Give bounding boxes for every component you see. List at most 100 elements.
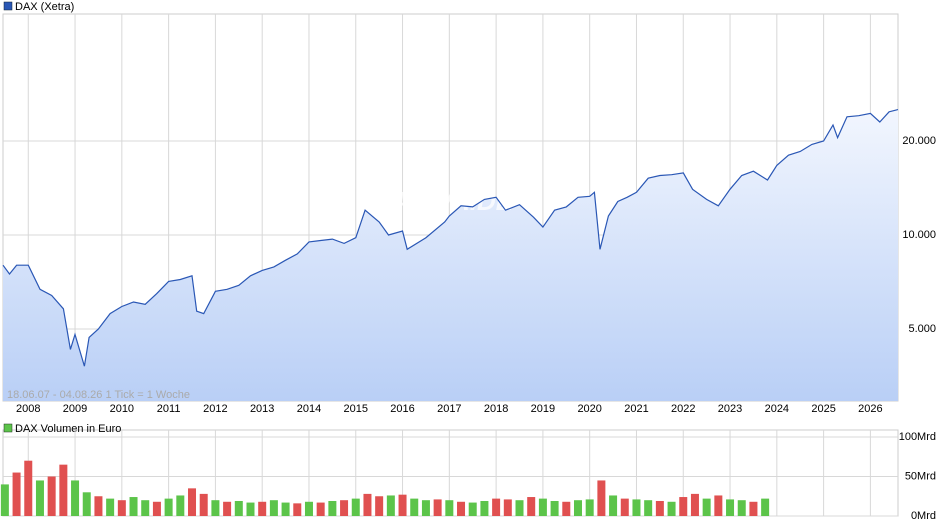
volume-bar	[597, 480, 606, 516]
volume-bar	[281, 502, 290, 516]
x-tick-label: 2024	[765, 403, 789, 415]
volume-bar	[59, 464, 68, 516]
volume-bar	[47, 476, 56, 516]
volume-bar	[468, 502, 477, 516]
x-tick-label: 2014	[297, 403, 321, 415]
y-tick-label: 100Mrd	[899, 431, 936, 443]
volume-bar	[12, 472, 21, 516]
volume-bar	[749, 501, 758, 516]
volume-bar	[223, 501, 232, 516]
x-tick-label: 2026	[858, 403, 882, 415]
volume-bar	[480, 500, 489, 516]
volume-bar	[164, 498, 173, 516]
volume-bar	[573, 500, 582, 516]
volume-bar	[492, 498, 501, 516]
volume-bar	[714, 495, 723, 516]
volume-bar	[410, 498, 419, 516]
volume-bar	[82, 492, 91, 516]
volume-bar	[129, 497, 138, 516]
volume-bar	[398, 494, 407, 516]
volume-bar	[421, 500, 430, 516]
volume-bar	[340, 500, 349, 516]
area	[3, 109, 898, 401]
x-tick-label: 2018	[484, 403, 508, 415]
volume-bar	[375, 496, 384, 516]
y-tick-label: 0Mrd	[911, 510, 936, 522]
legend-swatch	[3, 1, 13, 11]
volume-bar	[632, 499, 641, 516]
x-tick-label: 2020	[577, 403, 601, 415]
volume-bar	[0, 484, 9, 516]
volume-bar	[152, 501, 161, 516]
volume-bar	[234, 500, 243, 516]
x-tick-label: 2021	[624, 403, 648, 415]
volume-bar	[515, 500, 524, 516]
x-tick-label: 2023	[718, 403, 742, 415]
legend-label: DAX (Xetra)	[15, 1, 74, 13]
volume-bar	[690, 493, 699, 516]
x-tick-label: 2025	[811, 403, 835, 415]
volume-bar	[199, 493, 208, 516]
volume-bar	[386, 495, 395, 516]
volume-bar	[445, 500, 454, 516]
volume-bar	[363, 493, 372, 516]
x-tick-label: 2013	[250, 403, 274, 415]
volume-bar	[246, 502, 255, 516]
volume-bar	[316, 502, 325, 516]
volume-bar	[293, 503, 302, 516]
volume-bar	[679, 497, 688, 516]
volume-bar	[726, 499, 735, 516]
volume-bar	[328, 500, 337, 516]
y-tick-label: 50Mrd	[905, 470, 936, 482]
volume-bar	[141, 500, 150, 516]
volume-bar	[94, 496, 103, 516]
volume-bar	[351, 498, 360, 516]
volume-bar	[176, 495, 185, 516]
x-tick-label: 2016	[390, 403, 414, 415]
range-note: 18.06.07 - 04.08.26 1 Tick = 1 Woche	[7, 389, 190, 401]
volume-bar	[550, 500, 559, 516]
volume-bar	[737, 500, 746, 516]
volume-bar	[24, 460, 33, 516]
price-line	[2, 109, 899, 367]
volume-bar	[71, 480, 80, 516]
legend-label: DAX Volumen in Euro	[15, 423, 121, 435]
volume-bar	[702, 498, 711, 516]
y-tick-label: 10.000	[902, 229, 936, 241]
volume-bar	[211, 500, 220, 516]
volume-bar	[538, 498, 547, 516]
legend-swatch	[3, 423, 13, 433]
volume-bar	[269, 500, 278, 516]
y-tick-label: 20.000	[902, 135, 936, 147]
x-tick-label: 2017	[437, 403, 461, 415]
y-tick-label: 5.000	[908, 323, 936, 335]
volume-bar	[562, 501, 571, 516]
volume-bar	[761, 498, 770, 516]
volume-bar	[620, 498, 629, 516]
x-tick-label: 2022	[671, 403, 695, 415]
volume-bar	[433, 499, 442, 516]
x-tick-label: 2010	[110, 403, 134, 415]
watermark: ARIVA.DE	[390, 186, 514, 216]
x-tick-label: 2008	[16, 403, 40, 415]
volume-bar	[609, 495, 618, 516]
volume-bar	[35, 480, 44, 516]
x-tick-label: 2009	[63, 403, 87, 415]
volume-bar	[585, 499, 594, 516]
volume-bar	[527, 497, 536, 516]
volume-bar	[655, 500, 664, 516]
volume-bar	[457, 501, 466, 516]
volume-bar	[667, 501, 676, 516]
x-tick-label: 2011	[157, 403, 181, 415]
x-tick-label: 2015	[344, 403, 368, 415]
volume-bar	[106, 498, 115, 516]
volume-bar	[304, 501, 313, 516]
volume-bar	[644, 500, 653, 516]
volume-bar	[503, 499, 512, 516]
volume-bar	[188, 488, 197, 516]
x-tick-label: 2012	[203, 403, 227, 415]
volume-bar	[258, 501, 267, 516]
volume-bar	[117, 500, 126, 516]
x-tick-label: 2019	[531, 403, 555, 415]
